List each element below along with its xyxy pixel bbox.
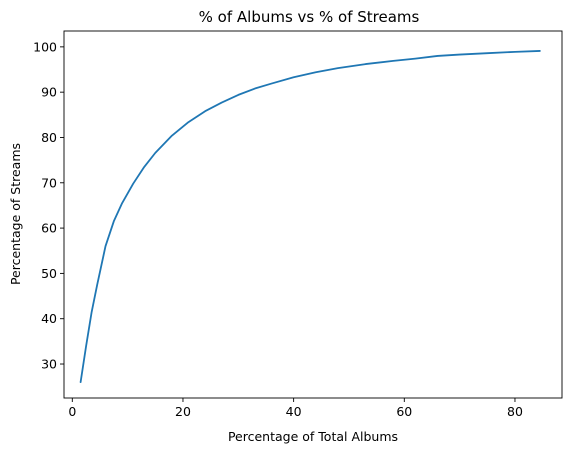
y-tick-label: 40 [41, 311, 57, 326]
plot-frame [63, 30, 563, 399]
y-tick-label: 30 [41, 357, 57, 372]
chart-title: % of Albums vs % of Streams [199, 8, 420, 26]
x-axis-ticks: 0 20 40 60 80 [68, 398, 523, 419]
x-tick-label: 80 [507, 404, 523, 419]
y-axis-ticks: 30 40 50 60 70 80 90 100 [33, 39, 64, 372]
y-tick-label: 80 [41, 130, 57, 145]
series-line [79, 50, 541, 384]
y-axis-label: Percentage of Streams [8, 143, 23, 285]
y-tick-label: 90 [41, 85, 57, 100]
y-tick-label: 100 [33, 39, 57, 54]
x-tick-label: 0 [68, 404, 76, 419]
y-tick-label: 70 [41, 175, 57, 190]
x-tick-label: 40 [286, 404, 302, 419]
x-tick-label: 20 [175, 404, 191, 419]
x-tick-label: 60 [396, 404, 412, 419]
y-tick-label: 50 [41, 266, 57, 281]
y-tick-label: 60 [41, 221, 57, 236]
plot-area [79, 50, 541, 384]
x-axis-label: Percentage of Total Albums [228, 429, 398, 444]
